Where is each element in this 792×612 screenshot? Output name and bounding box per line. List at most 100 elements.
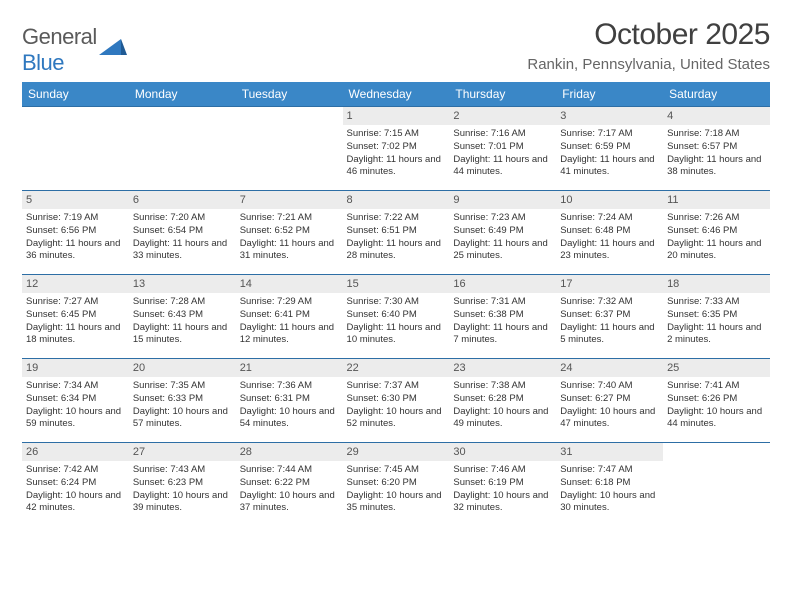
day-cell [129,107,236,191]
daylight-line: Daylight: 10 hours and 49 minutes. [453,406,552,432]
week-row: 5Sunrise: 7:19 AMSunset: 6:56 PMDaylight… [22,191,770,275]
day-number: 20 [129,359,236,377]
day-body: Sunrise: 7:46 AMSunset: 6:19 PMDaylight:… [453,464,552,515]
day-number: 12 [22,275,129,293]
day-body: Sunrise: 7:35 AMSunset: 6:33 PMDaylight:… [133,380,232,431]
day-number: 1 [343,107,450,125]
day-body: Sunrise: 7:15 AMSunset: 7:02 PMDaylight:… [347,128,446,179]
day-cell: 13Sunrise: 7:28 AMSunset: 6:43 PMDayligh… [129,275,236,359]
day-header-monday: Monday [129,82,236,107]
sunset-line: Sunset: 6:46 PM [667,225,766,238]
day-header-saturday: Saturday [663,82,770,107]
day-body: Sunrise: 7:37 AMSunset: 6:30 PMDaylight:… [347,380,446,431]
day-cell: 15 Sunrise: 7:30 AMSunset: 6:40 PMDayligh… [343,275,450,359]
sunset-line: Sunset: 6:27 PM [560,393,659,406]
logo: General Blue [22,24,127,76]
sunrise-line: Sunrise: 7:40 AM [560,380,659,393]
daylight-line: Daylight: 11 hours and 7 minutes. [453,322,552,348]
day-body: Sunrise: 7:32 AMSunset: 6:37 PMDaylight:… [560,296,659,347]
day-body: Sunrise: 7:36 AMSunset: 6:31 PMDaylight:… [240,380,339,431]
daylight-line: Daylight: 10 hours and 37 minutes. [240,490,339,516]
day-number: 8 [343,191,450,209]
day-body: Sunrise: 7:27 AMSunset: 6:45 PMDaylight:… [26,296,125,347]
sunset-line: Sunset: 6:57 PM [667,141,766,154]
day-number: 31 [556,443,663,461]
sunrise-line: Sunrise: 7:18 AM [667,128,766,141]
daylight-line: Daylight: 10 hours and 42 minutes. [26,490,125,516]
day-body: Sunrise: 7:38 AMSunset: 6:28 PMDaylight:… [453,380,552,431]
day-number: 28 [236,443,343,461]
daylight-line: Daylight: 10 hours and 52 minutes. [347,406,446,432]
day-cell: 23 Sunrise: 7:38 AMSunset: 6:28 PMDayligh… [449,359,556,443]
sunset-line: Sunset: 6:48 PM [560,225,659,238]
sunset-line: Sunset: 6:18 PM [560,477,659,490]
sunset-line: Sunset: 6:28 PM [453,393,552,406]
day-body: Sunrise: 7:20 AMSunset: 6:54 PMDaylight:… [133,212,232,263]
day-cell [663,443,770,527]
sunset-line: Sunset: 6:19 PM [453,477,552,490]
day-body: Sunrise: 7:30 AMSunset: 6:40 PMDaylight:… [347,296,446,347]
daylight-line: Daylight: 11 hours and 41 minutes. [560,154,659,180]
sunset-line: Sunset: 6:31 PM [240,393,339,406]
calendar-table: SundayMondayTuesdayWednesdayThursdayFrid… [22,82,770,527]
day-cell: 21Sunrise: 7:36 AMSunset: 6:31 PMDayligh… [236,359,343,443]
daylight-line: Daylight: 11 hours and 2 minutes. [667,322,766,348]
day-body: Sunrise: 7:29 AMSunset: 6:41 PMDaylight:… [240,296,339,347]
day-cell: 24Sunrise: 7:40 AMSunset: 6:27 PMDayligh… [556,359,663,443]
day-cell: 30Sunrise: 7:46 AMSunset: 6:19 PMDayligh… [449,443,556,527]
day-cell: 17Sunrise: 7:32 AMSunset: 6:37 PMDayligh… [556,275,663,359]
daylight-line: Daylight: 10 hours and 59 minutes. [26,406,125,432]
sunrise-line: Sunrise: 7:41 AM [667,380,766,393]
day-header-sunday: Sunday [22,82,129,107]
sunrise-line: Sunrise: 7:16 AM [453,128,552,141]
day-header-friday: Friday [556,82,663,107]
day-cell: 22Sunrise: 7:37 AMSunset: 6:30 PMDayligh… [343,359,450,443]
page-header: General Blue October 2025 Rankin, Pennsy… [22,18,770,76]
day-cell: 31 Sunrise: 7:47 AMSunset: 6:18 PMDayligh… [556,443,663,527]
sunset-line: Sunset: 6:26 PM [667,393,766,406]
daylight-line: Daylight: 11 hours and 28 minutes. [347,238,446,264]
day-body: Sunrise: 7:18 AMSunset: 6:57 PMDaylight:… [667,128,766,179]
daylight-line: Daylight: 11 hours and 44 minutes. [453,154,552,180]
day-number: 15 [343,275,450,293]
daylight-line: Daylight: 10 hours and 47 minutes. [560,406,659,432]
daylight-line: Daylight: 11 hours and 38 minutes. [667,154,766,180]
sunset-line: Sunset: 6:52 PM [240,225,339,238]
sunset-line: Sunset: 6:59 PM [560,141,659,154]
sunrise-line: Sunrise: 7:46 AM [453,464,552,477]
sunrise-line: Sunrise: 7:28 AM [133,296,232,309]
daylight-line: Daylight: 11 hours and 5 minutes. [560,322,659,348]
sunset-line: Sunset: 6:40 PM [347,309,446,322]
sunset-line: Sunset: 6:45 PM [26,309,125,322]
sunset-line: Sunset: 6:34 PM [26,393,125,406]
sunset-line: Sunset: 6:30 PM [347,393,446,406]
day-number: 23 [449,359,556,377]
week-row: 1 Sunrise: 7:15 AMSunset: 7:02 PMDaylight… [22,107,770,191]
sunrise-line: Sunrise: 7:22 AM [347,212,446,225]
daylight-line: Daylight: 11 hours and 15 minutes. [133,322,232,348]
day-body: Sunrise: 7:17 AMSunset: 6:59 PMDaylight:… [560,128,659,179]
day-cell: 11Sunrise: 7:26 AMSunset: 6:46 PMDayligh… [663,191,770,275]
sunrise-line: Sunrise: 7:34 AM [26,380,125,393]
sunrise-line: Sunrise: 7:47 AM [560,464,659,477]
day-cell: 20 Sunrise: 7:35 AMSunset: 6:33 PMDayligh… [129,359,236,443]
sunset-line: Sunset: 6:51 PM [347,225,446,238]
day-cell: 12 Sunrise: 7:27 AMSunset: 6:45 PMDayligh… [22,275,129,359]
calendar-page: General Blue October 2025 Rankin, Pennsy… [0,0,792,545]
sunrise-line: Sunrise: 7:42 AM [26,464,125,477]
day-body: Sunrise: 7:45 AMSunset: 6:20 PMDaylight:… [347,464,446,515]
sunset-line: Sunset: 6:49 PM [453,225,552,238]
day-cell: 6Sunrise: 7:20 AMSunset: 6:54 PMDaylight… [129,191,236,275]
sunrise-line: Sunrise: 7:26 AM [667,212,766,225]
day-header-tuesday: Tuesday [236,82,343,107]
day-body: Sunrise: 7:47 AMSunset: 6:18 PMDaylight:… [560,464,659,515]
day-body: Sunrise: 7:42 AMSunset: 6:24 PMDaylight:… [26,464,125,515]
daylight-line: Daylight: 10 hours and 57 minutes. [133,406,232,432]
day-body: Sunrise: 7:40 AMSunset: 6:27 PMDaylight:… [560,380,659,431]
sunrise-line: Sunrise: 7:33 AM [667,296,766,309]
daylight-line: Daylight: 11 hours and 36 minutes. [26,238,125,264]
sunrise-line: Sunrise: 7:27 AM [26,296,125,309]
day-cell: 26Sunrise: 7:42 AMSunset: 6:24 PMDayligh… [22,443,129,527]
day-number: 25 [663,359,770,377]
day-cell: 28Sunrise: 7:44 AMSunset: 6:22 PMDayligh… [236,443,343,527]
